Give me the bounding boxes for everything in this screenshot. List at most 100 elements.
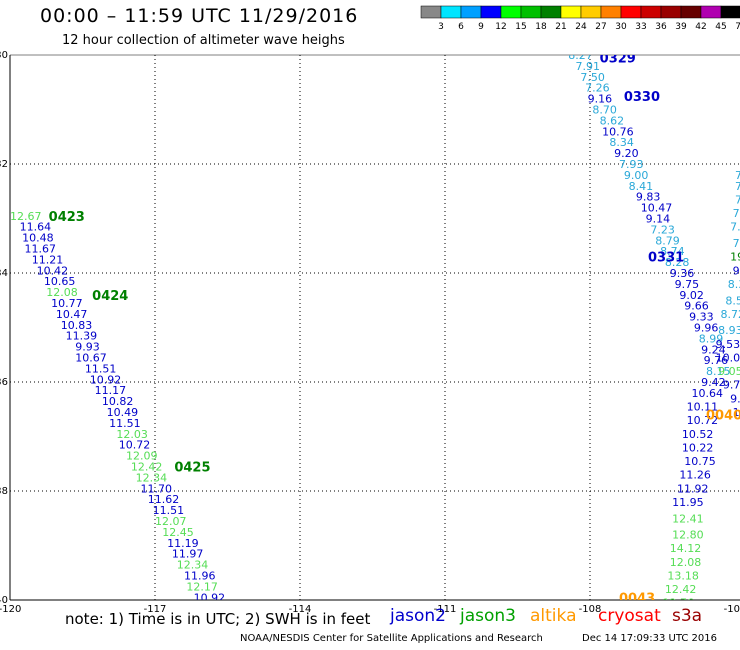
colorbar-swatch [700,5,722,19]
swh-value-label: 8.74 [660,245,685,258]
swh-value-label: 7.23 [650,223,675,236]
swh-value-label: 12.42 [131,460,163,473]
time-label: 0424 [92,289,128,304]
swh-value-label: 8.70 [592,104,617,117]
swh-value-label: 10.65 [44,275,75,288]
colorbar-swatch [660,5,682,19]
swh-value-label: 8.30 [728,278,740,291]
swh-value-label: 10.82 [102,395,134,408]
swh-value-label: 9.02 [679,289,704,302]
colorbar-label: 27 [595,22,606,32]
swh-value-label: 10.48 [22,232,54,245]
swh-value-label: 12.09 [126,450,158,463]
swh-value-label: 8.79 [655,234,680,247]
colorbar-label: 24 [575,22,587,32]
colorbar-label: 21 [555,22,566,32]
swh-value-label: 8.93 [718,324,740,337]
swh-value-label: 11.39 [66,330,98,343]
swh-value-label: 11.51 [85,362,117,375]
colorbar-swatch [620,5,642,19]
swh-value-label: 11.92 [677,482,709,495]
swh-value-label: 11.51 [109,417,141,430]
colorbar-label: 39 [675,22,687,32]
swh-value-label: 11.51 [153,504,185,517]
colorbar-label: 42 [695,22,706,32]
page-title: 00:00 – 11:59 UTC 11/29/2016 [40,5,359,27]
swh-value-label: 14.12 [670,542,702,555]
swh-value-label: 10.64 [692,387,724,400]
swh-value-label: 11.21 [32,253,64,266]
swh-value-label: 9.96 [694,322,719,335]
swh-value-label: 8.34 [609,136,634,149]
swh-value-label: 19.94 [730,251,740,264]
colorbar-label: 33 [635,22,646,32]
swh-value-label: 12.76 [663,597,695,610]
colorbar-swatch [540,5,562,19]
swh-value-label: 10.92 [194,591,226,604]
colorbar-swatch [520,5,542,19]
swh-value-label: 11.26 [679,469,711,482]
colorbar-swatch [560,5,582,19]
swh-value-label: 9.99 [730,392,740,405]
colorbar-label: 3 [438,22,444,32]
swh-value-label: 8.99 [699,332,724,345]
swh-value-label: 10.02 [716,351,740,364]
swh-value-label: 12.08 [46,286,78,299]
colorbar-label: 18 [535,22,547,32]
swh-value-label: 7.91 [576,60,601,73]
y-tick-label: -30 [0,50,8,61]
swh-value-label: 9.53 [716,338,740,351]
swh-value-label: 11.64 [20,221,51,234]
swh-value-label: 12.08 [670,556,702,569]
swh-value-label: 12.34 [136,471,168,484]
swh-value-label: 8.62 [600,114,625,127]
swh-value-label: 11.95 [672,496,704,509]
colorbar-swatch [640,5,662,19]
swh-value-label: 9.76 [704,354,729,367]
legend-jason3: jason3 [460,606,516,626]
colorbar-swatch [420,5,442,19]
swh-value-label: 9.83 [636,191,661,204]
swh-value-label: 10.92 [90,373,122,386]
note-text: note: 1) Time is in UTC; 2) SWH is in fe… [65,610,371,628]
swh-value-label: 12.80 [672,529,704,542]
swh-value-label: 10.75 [684,455,716,468]
y-tick-label: -32 [0,159,8,170]
swh-value-label: 9.14 [646,213,671,226]
swh-value-label: 7.26 [585,82,610,95]
colorbar-label: 9 [478,22,484,32]
swh-value-label: 12.34 [177,559,209,572]
swh-value-label: 12.07 [155,515,187,528]
swh-value-label: 9.20 [614,147,639,160]
swh-value-label: 11.70 [141,482,173,495]
x-tick-label: -114 [289,604,312,615]
x-tick-label: -108 [579,604,602,615]
swh-value-label: 12.67 [10,210,42,223]
swh-value-label: 7.93 [619,158,644,171]
colorbar-swatch [600,5,622,19]
swh-value-label: 10.11 [687,401,719,414]
colorbar-label: 30 [615,22,627,32]
swh-value-label: 9.05 [718,365,740,378]
colorbar-swatch [720,5,740,19]
swh-value-label: 10.67 [75,351,107,364]
time-label: 0331 [648,251,684,266]
x-tick-label: -117 [144,604,167,615]
colorbar-swatch [460,5,482,19]
y-tick-label: -36 [0,377,8,388]
y-tick-label: -40 [0,595,8,606]
legend-s3a: s3a [672,606,703,626]
swh-value-label: 9.33 [689,311,714,324]
swh-value-label: 7.50 [580,71,605,84]
swh-value-label: 7.00 [733,207,740,220]
swh-value-label: 13.18 [667,569,699,582]
swh-value-label: 10.42 [37,264,68,277]
colorbar-swatch [480,5,502,19]
colorbar-swatch [500,5,522,19]
swh-value-label: 9.24 [733,264,740,277]
time-label: 0040 [706,409,740,424]
swh-value-label: 9.36 [670,267,695,280]
colorbar-swatch [680,5,702,19]
swh-value-label: 7.59 [735,193,740,206]
